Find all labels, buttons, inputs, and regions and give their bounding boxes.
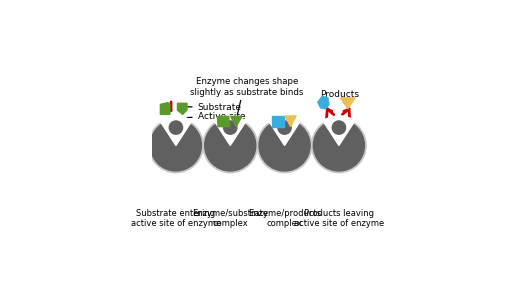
Text: Active site: Active site [186,112,245,121]
Text: Enzyme/substrate
complex: Enzyme/substrate complex [192,209,268,228]
Circle shape [313,120,365,171]
FancyArrow shape [311,139,319,151]
Circle shape [151,120,201,171]
Text: Substrate entering
active site of enzyme: Substrate entering active site of enzyme [131,209,221,228]
Circle shape [148,118,203,173]
Circle shape [205,120,256,171]
Circle shape [169,121,183,134]
Text: Products leaving
active site of enzyme: Products leaving active site of enzyme [294,209,384,228]
Circle shape [312,118,366,173]
Text: Enzyme changes shape
slightly as substrate binds: Enzyme changes shape slightly as substra… [190,77,304,97]
Polygon shape [340,98,355,109]
Polygon shape [218,116,229,127]
Polygon shape [160,103,170,114]
Text: Products: Products [321,90,359,99]
Wedge shape [323,116,355,145]
Circle shape [332,121,346,134]
Polygon shape [178,103,187,114]
Circle shape [278,121,291,134]
FancyArrow shape [202,139,211,151]
FancyArrow shape [257,139,265,151]
Wedge shape [160,116,192,145]
Polygon shape [272,116,284,127]
Wedge shape [269,116,301,145]
Text: Enzyme/products
complex: Enzyme/products complex [248,209,321,228]
Circle shape [259,120,310,171]
Text: Substrate: Substrate [186,103,242,112]
Circle shape [224,121,237,134]
Circle shape [203,118,258,173]
Wedge shape [214,116,246,145]
Polygon shape [285,116,296,127]
Circle shape [258,118,312,173]
Polygon shape [318,96,329,109]
Polygon shape [231,116,242,127]
